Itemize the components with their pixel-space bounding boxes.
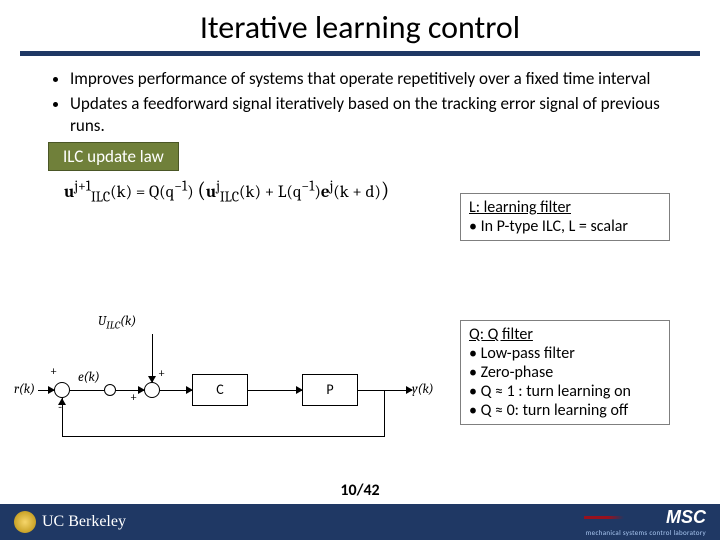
page-number: 10/42 bbox=[340, 481, 379, 500]
plus-icon: + bbox=[50, 364, 57, 379]
footer-right: MSC mechanical systems control laborator… bbox=[586, 507, 706, 537]
l-filter-head: L: learning filter bbox=[469, 198, 661, 217]
q-filter-head: Q: Q filter bbox=[469, 325, 661, 344]
q-filter-row: • Low-pass filter bbox=[469, 344, 661, 363]
bullet-list: Improves performance of systems that ope… bbox=[0, 68, 720, 136]
c-block: C bbox=[192, 374, 248, 406]
plus-icon: + bbox=[158, 366, 165, 381]
uilc-label: UILC(k) bbox=[98, 314, 136, 332]
p-block: P bbox=[302, 374, 358, 406]
bullet-item: Improves performance of systems that ope… bbox=[70, 68, 680, 89]
msc-logo: MSC bbox=[586, 507, 706, 528]
sum-error bbox=[54, 382, 70, 398]
ucb-label: UC Berkeley bbox=[42, 513, 126, 531]
sum-inner bbox=[104, 384, 116, 396]
r-label: r(k) bbox=[14, 382, 35, 397]
block-diagram: UILC(k) r(k) e(k) y(k) + - + + C P bbox=[14, 338, 434, 458]
ucb-seal-icon bbox=[14, 511, 36, 533]
q-filter-row: • Q ≈ 1 : turn learning on bbox=[469, 382, 661, 401]
q-filter-row: • Q ≈ 0: turn learning off bbox=[469, 401, 661, 420]
msc-subtitle: mechanical systems control laboratory bbox=[586, 528, 706, 537]
footer-bar: UC Berkeley MSC mechanical systems contr… bbox=[0, 504, 720, 540]
y-label: y(k) bbox=[412, 382, 434, 397]
q-filter-box: Q: Q filter • Low-pass filter • Zero-pha… bbox=[460, 320, 670, 425]
l-filter-box: L: learning filter • In P-type ILC, L = … bbox=[460, 193, 670, 241]
footer-left: UC Berkeley bbox=[14, 511, 126, 533]
plus-icon: + bbox=[130, 390, 137, 405]
l-filter-row: • In P-type ILC, L = scalar bbox=[469, 217, 661, 236]
title-underline bbox=[20, 51, 700, 56]
slide-title: Iterative learning control bbox=[0, 0, 720, 51]
ilc-update-law-label: ILC update law bbox=[48, 142, 179, 171]
sum-ff bbox=[144, 382, 160, 398]
bullet-item: Updates a feedforward signal iteratively… bbox=[70, 93, 680, 136]
e-label: e(k) bbox=[78, 370, 100, 385]
q-filter-row: • Zero-phase bbox=[469, 363, 661, 382]
